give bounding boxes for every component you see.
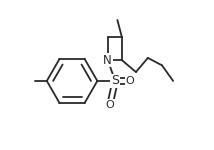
Text: O: O <box>106 100 114 110</box>
Text: O: O <box>126 76 134 86</box>
Text: N: N <box>103 54 112 67</box>
Text: S: S <box>111 74 119 87</box>
